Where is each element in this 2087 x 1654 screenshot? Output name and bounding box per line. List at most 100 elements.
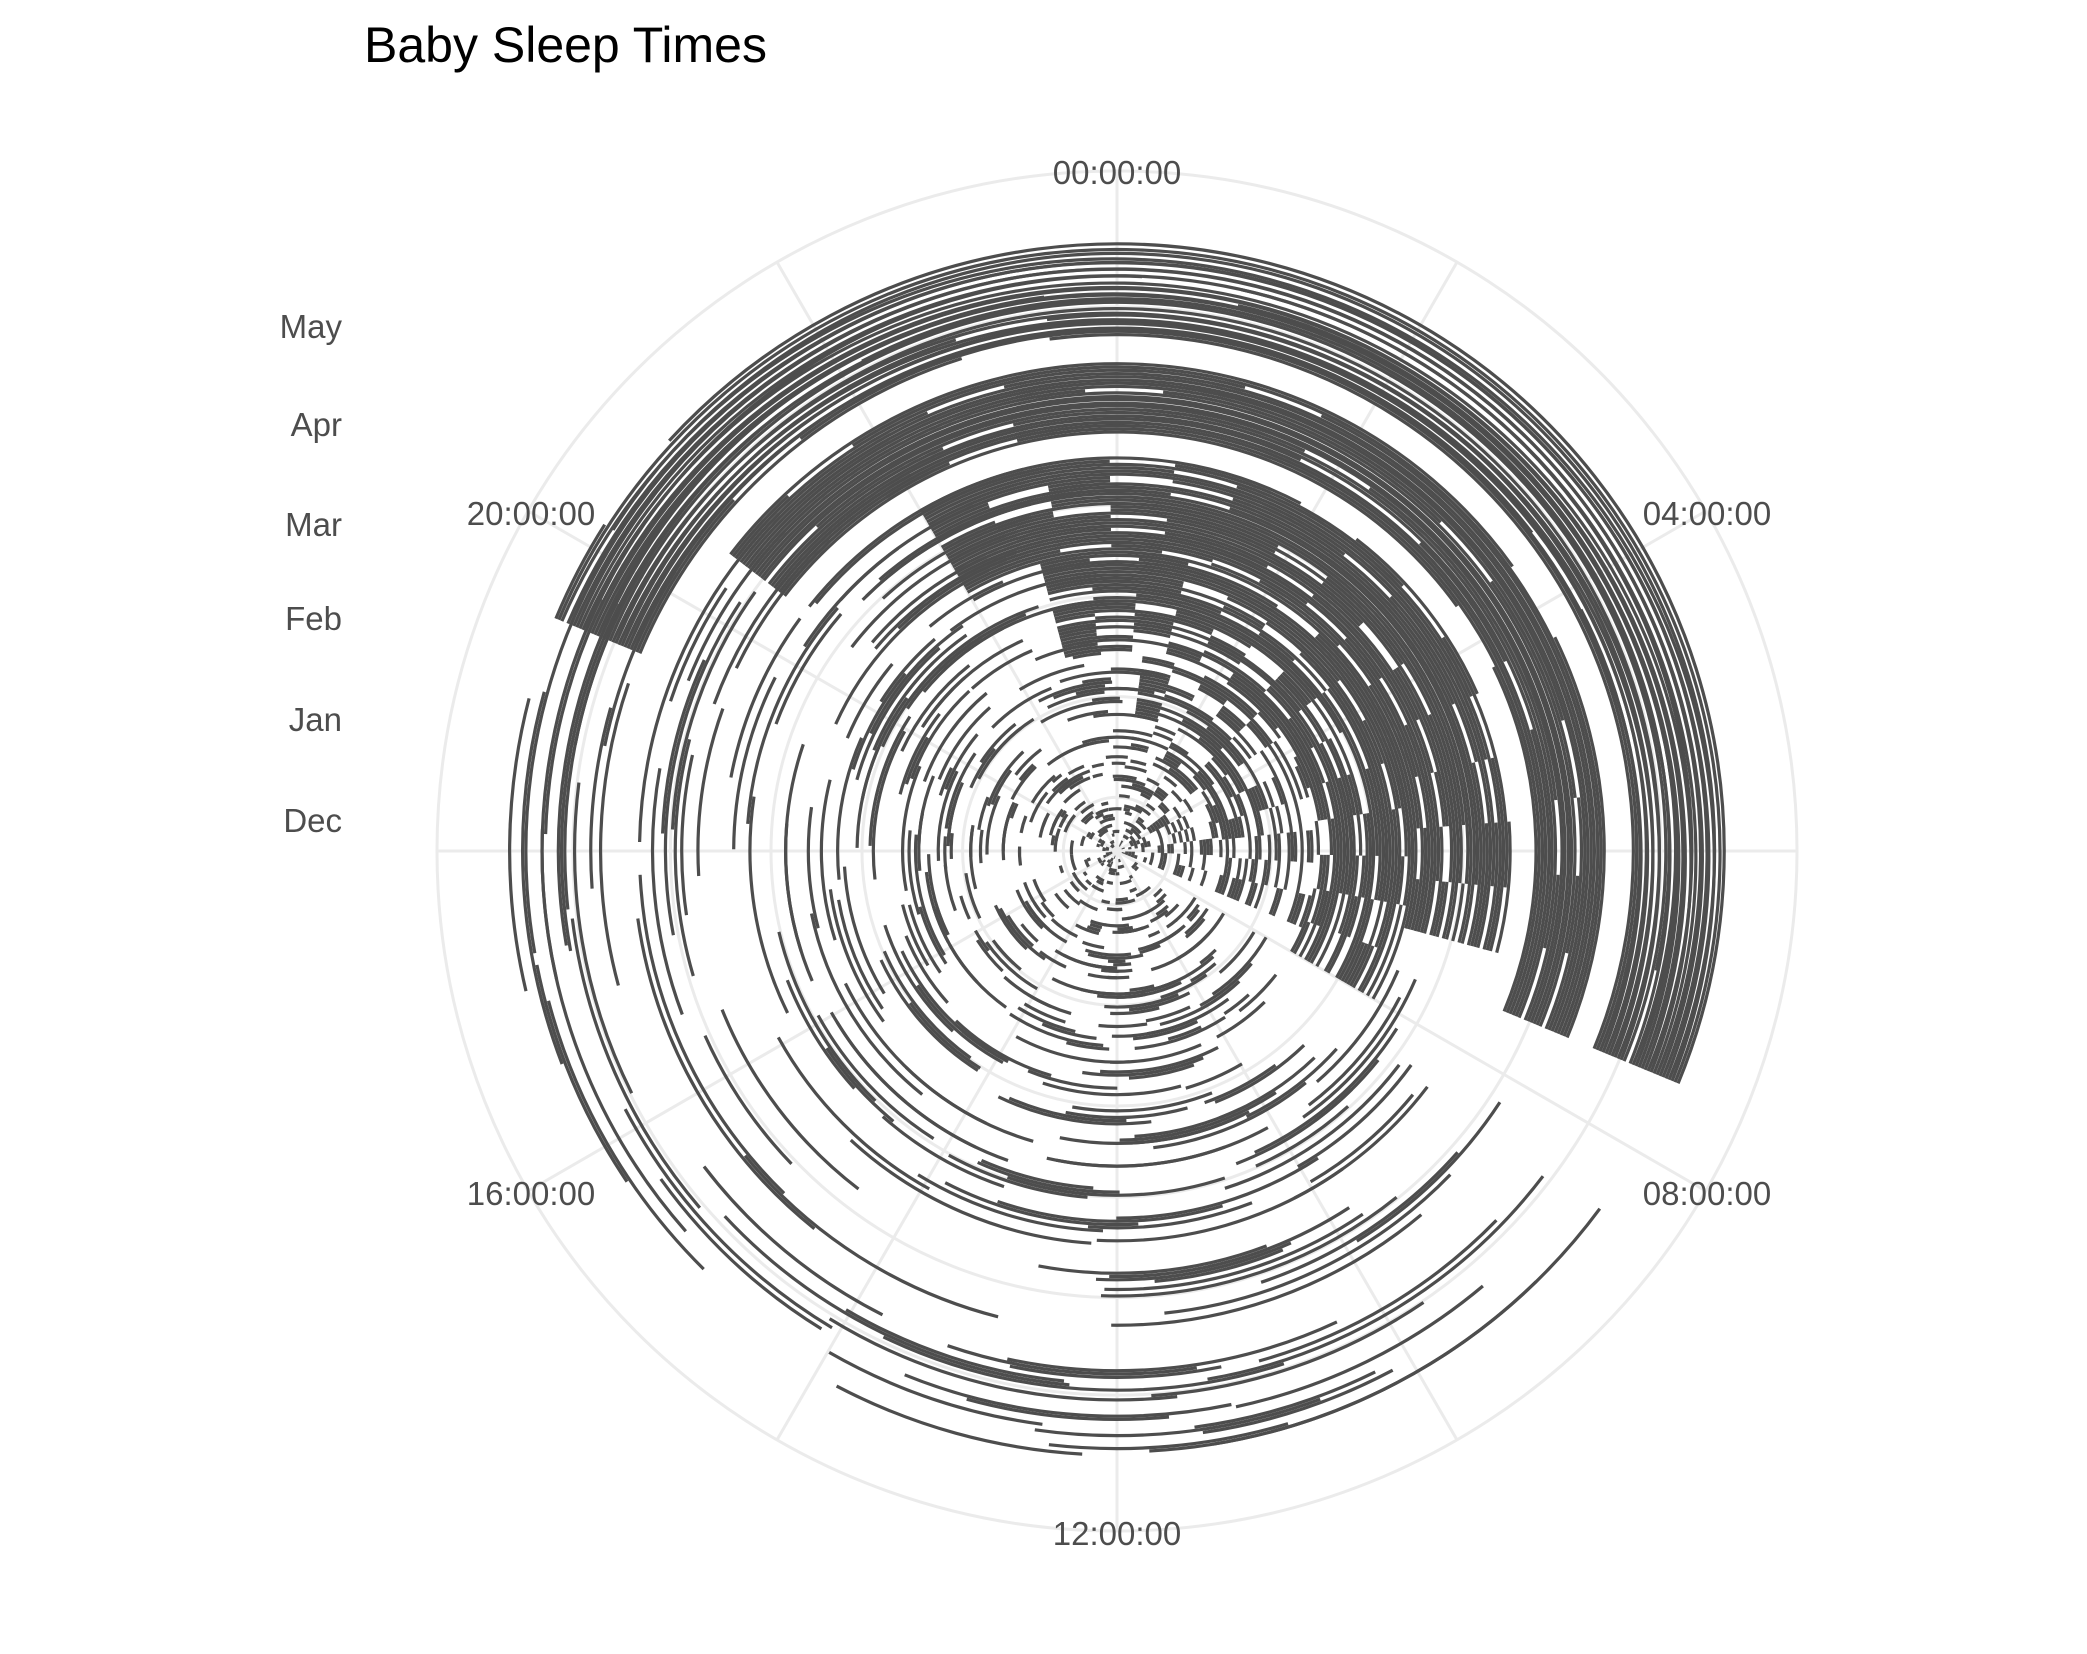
sleep-segment-day-119 bbox=[1355, 537, 1479, 695]
sleep-segment-day-73 bbox=[883, 924, 954, 1033]
sleep-segment-day-72 bbox=[1323, 855, 1359, 973]
sleep-segment-day-106 bbox=[825, 1047, 895, 1123]
sleep-segment-day-89 bbox=[1317, 633, 1415, 1000]
sleep-segment-day-41 bbox=[1129, 984, 1155, 992]
sleep-segment-day-24 bbox=[1199, 839, 1204, 855]
sleep-segment-day-45 bbox=[1264, 834, 1272, 886]
sleep-segment-day-2 bbox=[1102, 854, 1107, 859]
sleep-segment-day-176 bbox=[581, 281, 1693, 1073]
sleep-segment-day-2 bbox=[1102, 846, 1106, 852]
sleep-segment-day-87 bbox=[1366, 904, 1403, 997]
sleep-segment-day-160 bbox=[1009, 1364, 1222, 1379]
sleep-segment-day-10 bbox=[1094, 812, 1104, 820]
sleep-segment-day-95 bbox=[1404, 724, 1434, 934]
sleep-segment-day-40 bbox=[1248, 858, 1255, 882]
sleep-segment-day-179 bbox=[1202, 1368, 1394, 1435]
sleep-segment-day-86 bbox=[1042, 563, 1402, 809]
angle-tick-label-8h: 08:00:00 bbox=[1643, 1175, 1771, 1212]
sleep-segment-day-137 bbox=[703, 1034, 793, 1166]
sleep-segment-day-104 bbox=[1325, 576, 1463, 884]
sleep-segment-day-17 bbox=[1172, 853, 1181, 876]
sleep-segment-day-52 bbox=[1139, 675, 1169, 685]
sleep-segment-day-175 bbox=[540, 577, 613, 980]
sleep-segment-day-95 bbox=[1055, 1126, 1269, 1168]
sleep-segment-day-46 bbox=[1186, 710, 1269, 810]
sleep-segment-day-70 bbox=[954, 1019, 1052, 1078]
sleep-segment-day-46 bbox=[977, 726, 1022, 780]
sleep-segment-day-1 bbox=[1118, 858, 1121, 863]
sleep-segment-day-5 bbox=[1125, 828, 1134, 836]
sleep-segment-day-19 bbox=[1183, 841, 1187, 855]
sleep-segment-day-30 bbox=[1113, 745, 1136, 751]
sleep-segment-day-2 bbox=[1127, 851, 1132, 857]
sleep-segment-day-40 bbox=[1093, 712, 1159, 723]
sleep-segment-day-8 bbox=[1099, 817, 1113, 825]
sleep-segment-day-38 bbox=[985, 795, 1001, 855]
month-label-dec: Dec bbox=[283, 802, 342, 839]
sleep-segment-day-62 bbox=[1166, 647, 1201, 662]
sleep-segment-day-68 bbox=[1133, 622, 1173, 632]
sleep-segment-day-36 bbox=[1152, 731, 1174, 742]
sleep-segment-day-131 bbox=[1418, 542, 1507, 663]
sleep-segment-day-94 bbox=[809, 913, 924, 1096]
sleep-segment-day-17 bbox=[1140, 792, 1152, 801]
sleep-segment-day-117 bbox=[1488, 757, 1506, 952]
angle-tick-label-4h: 04:00:00 bbox=[1643, 495, 1771, 532]
sleep-segment-day-114 bbox=[927, 472, 1496, 887]
sleep-segment-day-106 bbox=[1051, 498, 1470, 884]
sleep-segment-day-19 bbox=[1178, 865, 1186, 878]
sleep-segment-day-141 bbox=[650, 768, 684, 1016]
sleep-segment-day-162 bbox=[845, 1308, 1065, 1383]
sleep-segment-day-18 bbox=[1050, 835, 1056, 846]
sleep-segment-day-50 bbox=[1027, 993, 1072, 1016]
sleep-segment-day-48 bbox=[979, 722, 1017, 764]
angle-tick-label-20h: 20:00:00 bbox=[467, 495, 595, 532]
sleep-segment-day-137 bbox=[757, 397, 1571, 1025]
sleep-segment-day-33 bbox=[1197, 770, 1232, 839]
sleep-segment-day-135 bbox=[670, 590, 757, 830]
sleep-segment-day-99 bbox=[1433, 771, 1446, 827]
sleep-segment-day-140 bbox=[1162, 390, 1442, 524]
sleep-segment-day-67 bbox=[898, 712, 941, 795]
sleep-segment-day-41 bbox=[1134, 710, 1159, 719]
sleep-segment-day-43 bbox=[1247, 788, 1264, 836]
sleep-segment-day-147 bbox=[636, 918, 816, 1230]
sleep-segment-day-43 bbox=[1181, 718, 1223, 750]
sleep-segment-day-74 bbox=[868, 715, 912, 846]
sleep-segment-day-13 bbox=[1135, 804, 1152, 817]
sleep-segment-day-48 bbox=[1164, 694, 1214, 722]
sleep-segment-day-159 bbox=[947, 1344, 1198, 1376]
sleep-segment-day-93 bbox=[834, 568, 990, 725]
sleep-segment-day-140 bbox=[749, 389, 1086, 572]
sleep-segment-day-97 bbox=[870, 555, 988, 644]
sleep-segment-day-181 bbox=[566, 261, 1711, 1080]
sleep-segment-day-57 bbox=[1273, 740, 1304, 800]
sleep-segment-day-172 bbox=[904, 1373, 1232, 1418]
sleep-segment-day-26 bbox=[1130, 759, 1147, 767]
sleep-segment-day-158 bbox=[1006, 1320, 1338, 1373]
sleep-segment-day-5 bbox=[1100, 828, 1109, 836]
sleep-segment-day-43 bbox=[1116, 980, 1182, 999]
sleep-segment-day-96 bbox=[957, 531, 1437, 934]
sleep-segment-day-103 bbox=[1110, 508, 1404, 666]
sleep-segment-day-104 bbox=[881, 516, 1032, 600]
sleep-segment-day-104 bbox=[1110, 505, 1279, 549]
sleep-segment-day-58 bbox=[1167, 1025, 1202, 1041]
sleep-segment-day-79 bbox=[1343, 941, 1366, 984]
sleep-segment-day-73 bbox=[1326, 896, 1358, 974]
sleep-segment-day-3 bbox=[1111, 833, 1115, 837]
sleep-segment-day-4 bbox=[1133, 854, 1138, 860]
sleep-segment-day-105 bbox=[942, 501, 1466, 826]
sleep-segment-day-100 bbox=[1435, 881, 1449, 938]
sleep-segment-day-112 bbox=[931, 502, 989, 532]
sleep-segment-day-157 bbox=[599, 682, 631, 986]
sleep-segment-day-84 bbox=[879, 637, 936, 703]
sleep-segment-day-75 bbox=[1361, 813, 1369, 898]
sleep-segment-day-37 bbox=[1206, 761, 1234, 798]
sleep-segment-day-22 bbox=[1189, 827, 1196, 842]
sleep-segment-day-78 bbox=[855, 746, 881, 848]
sleep-segment-day-49 bbox=[1275, 805, 1284, 834]
sleep-segment-day-183 bbox=[1149, 1280, 1538, 1453]
sleep-segment-day-40 bbox=[1177, 727, 1242, 794]
sleep-segment-day-8 bbox=[1086, 831, 1092, 838]
